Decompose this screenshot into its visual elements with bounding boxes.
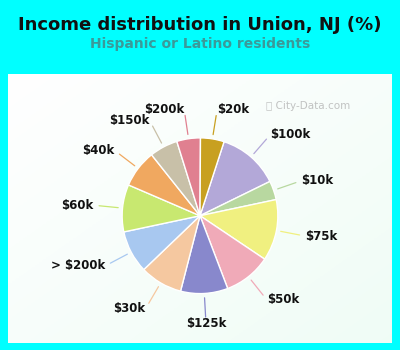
Wedge shape bbox=[200, 199, 278, 259]
Text: $150k: $150k bbox=[109, 114, 150, 127]
Wedge shape bbox=[180, 216, 228, 294]
Text: ⓘ City-Data.com: ⓘ City-Data.com bbox=[266, 101, 350, 111]
Wedge shape bbox=[200, 142, 270, 216]
Text: $40k: $40k bbox=[82, 144, 115, 157]
Wedge shape bbox=[177, 138, 200, 216]
Wedge shape bbox=[200, 181, 276, 216]
Text: $125k: $125k bbox=[186, 316, 226, 329]
Wedge shape bbox=[122, 185, 200, 232]
Wedge shape bbox=[200, 138, 224, 216]
Text: $50k: $50k bbox=[267, 293, 299, 306]
Wedge shape bbox=[124, 216, 200, 270]
Text: $30k: $30k bbox=[114, 302, 146, 315]
Text: > $200k: > $200k bbox=[51, 259, 105, 273]
Wedge shape bbox=[128, 155, 200, 216]
Text: $75k: $75k bbox=[306, 230, 338, 243]
Text: $200k: $200k bbox=[144, 103, 184, 116]
Wedge shape bbox=[152, 141, 200, 216]
Text: $60k: $60k bbox=[61, 199, 93, 212]
Text: Income distribution in Union, NJ (%): Income distribution in Union, NJ (%) bbox=[18, 16, 382, 34]
Text: Hispanic or Latino residents: Hispanic or Latino residents bbox=[90, 37, 310, 51]
Text: $20k: $20k bbox=[217, 103, 249, 116]
Text: $100k: $100k bbox=[270, 128, 311, 141]
Text: $10k: $10k bbox=[302, 174, 334, 187]
Wedge shape bbox=[144, 216, 200, 291]
Wedge shape bbox=[200, 216, 265, 288]
